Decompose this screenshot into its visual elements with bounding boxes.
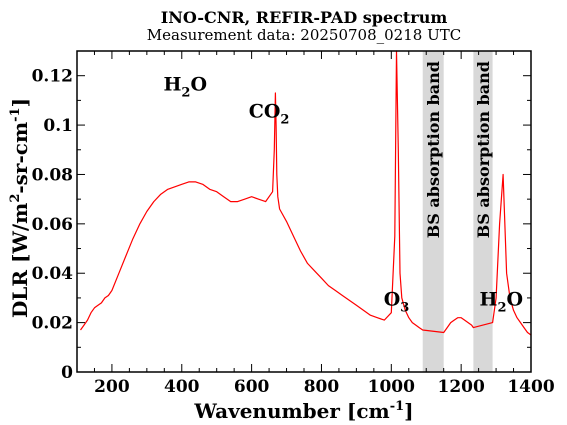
band-labels: BS absorption band BS absorption band <box>424 61 493 238</box>
x-axis: 200 400 600 800 1000 1200 1400 <box>76 51 555 397</box>
y-axis-label: DLR [W/m2-sr-cm-1] <box>8 98 32 318</box>
y-tick-label: 0.1 <box>43 116 73 136</box>
chart-subtitle: Measurement data: 20250708_0218 UTC <box>147 26 461 44</box>
y-tick-label: 0.02 <box>32 314 73 334</box>
x-tick-label: 400 <box>164 377 200 397</box>
absorption-band-label-2: BS absorption band <box>474 61 493 238</box>
gas-annotation-1: H2O <box>163 74 207 101</box>
y-tick-label: 0.06 <box>32 215 73 235</box>
y-tick-label: 0.12 <box>32 67 73 87</box>
absorption-band-1 <box>422 51 444 372</box>
y-tick-label: 0 <box>61 363 73 383</box>
spectrum-line-1 <box>80 50 532 336</box>
x-tick-label: 200 <box>94 377 130 397</box>
x-tick-label: 1400 <box>507 377 554 397</box>
y-axis: 0 0.02 0.04 0.06 0.08 0.1 0.12 <box>32 67 531 383</box>
gas-annotations: H2O CO2 O3 H2O <box>163 74 523 316</box>
absorption-band-label-1: BS absorption band <box>424 61 443 238</box>
absorption-band-2 <box>473 51 493 372</box>
x-tick-label: 1200 <box>437 377 484 397</box>
y-tick-label: 0.04 <box>32 264 74 284</box>
chart-title: INO-CNR, REFIR-PAD spectrum <box>161 8 448 27</box>
gas-annotation-2: CO2 <box>249 101 290 128</box>
spectrum-series <box>80 50 532 336</box>
gas-annotation-3: O3 <box>384 288 410 315</box>
shaded-bands <box>422 51 493 372</box>
x-tick-label: 800 <box>304 377 340 397</box>
x-axis-label: Wavenumber [cm-1] <box>193 399 413 423</box>
y-tick-label: 0.08 <box>32 165 73 185</box>
x-tick-label: 600 <box>234 377 270 397</box>
x-tick-label: 1000 <box>368 377 415 397</box>
gas-annotation-4: H2O <box>480 288 524 315</box>
plot-frame <box>76 50 532 373</box>
